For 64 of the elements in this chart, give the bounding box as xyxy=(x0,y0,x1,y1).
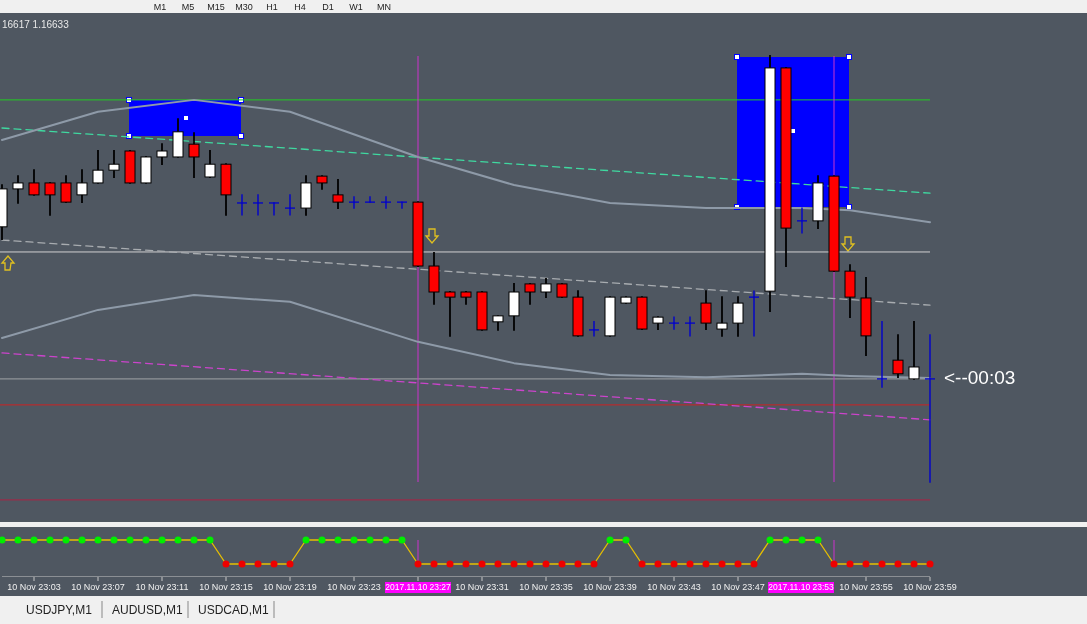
candlestick xyxy=(732,296,744,337)
candlestick xyxy=(188,132,200,178)
x-tick-label: 10 Nov 23:07 xyxy=(71,582,125,592)
candlestick xyxy=(540,277,552,299)
candlestick xyxy=(700,290,712,330)
candlestick xyxy=(252,194,264,216)
candlestick xyxy=(284,194,296,216)
candlestick xyxy=(28,169,40,196)
x-tick-label: 10 Nov 23:43 xyxy=(647,582,701,592)
x-tick-label: 10 Nov 23:23 xyxy=(327,582,381,592)
candlestick xyxy=(92,150,104,184)
candlestick xyxy=(76,169,88,204)
ref-line-label: 2017.11.10 23:53 xyxy=(768,582,835,592)
x-tick-label: 10 Nov 23:59 xyxy=(903,582,957,592)
candlestick xyxy=(44,182,56,216)
text: USDJPY,M1 xyxy=(26,603,93,617)
candlestick xyxy=(108,150,120,178)
text: USDCAD,M1 xyxy=(198,603,269,617)
candlestick xyxy=(60,175,72,204)
candlestick xyxy=(444,291,456,337)
candlestick xyxy=(396,201,408,209)
candlestick xyxy=(908,320,920,380)
candlestick xyxy=(204,150,216,178)
text: M5 xyxy=(181,2,195,12)
ref-line-label: 2017.11.10 23:27 xyxy=(385,582,452,592)
x-tick-label: 10 Nov 23:35 xyxy=(519,582,573,592)
x-tick-label: 10 Nov 23:03 xyxy=(7,582,61,592)
text: AUDUSD,M1 xyxy=(112,603,183,617)
candlestick xyxy=(508,283,520,331)
annotation: <--00:03 xyxy=(944,366,1016,388)
candlestick xyxy=(156,143,168,166)
text: M30 xyxy=(235,2,253,12)
x-tick-label: 10 Nov 23:15 xyxy=(199,582,253,592)
x-tick-label: 10 Nov 23:31 xyxy=(455,582,509,592)
x-tick-label: 10 Nov 23:19 xyxy=(263,582,317,592)
text: H4 xyxy=(294,2,306,12)
text: M15 xyxy=(207,2,225,12)
candlestick xyxy=(380,196,392,209)
x-tick-label: 10 Nov 23:11 xyxy=(135,582,189,592)
text: D1 xyxy=(322,2,334,12)
text: W1 xyxy=(349,2,363,12)
candlestick xyxy=(332,179,344,209)
x-tick-label: 10 Nov 23:55 xyxy=(839,582,893,592)
x-tick-label: 10 Nov 23:47 xyxy=(711,582,765,592)
text: M1 xyxy=(153,2,167,12)
candlestick xyxy=(524,283,536,305)
x-tick-label: 10 Nov 23:39 xyxy=(583,582,637,592)
candlestick xyxy=(716,296,728,337)
candlestick xyxy=(364,196,376,203)
candlestick xyxy=(924,334,936,483)
candlestick xyxy=(892,334,904,379)
candlestick xyxy=(668,316,680,330)
text: 16617 1.16633 xyxy=(2,19,70,30)
candlestick xyxy=(268,202,280,216)
text: H1 xyxy=(266,2,278,12)
candlestick xyxy=(876,321,888,388)
candlestick xyxy=(236,194,248,216)
candlestick xyxy=(796,207,808,234)
candlestick xyxy=(12,175,24,204)
text: MN xyxy=(377,2,391,12)
candlestick xyxy=(748,290,760,337)
candlestick xyxy=(588,321,600,337)
candlestick xyxy=(684,316,696,337)
candlestick xyxy=(348,196,360,209)
